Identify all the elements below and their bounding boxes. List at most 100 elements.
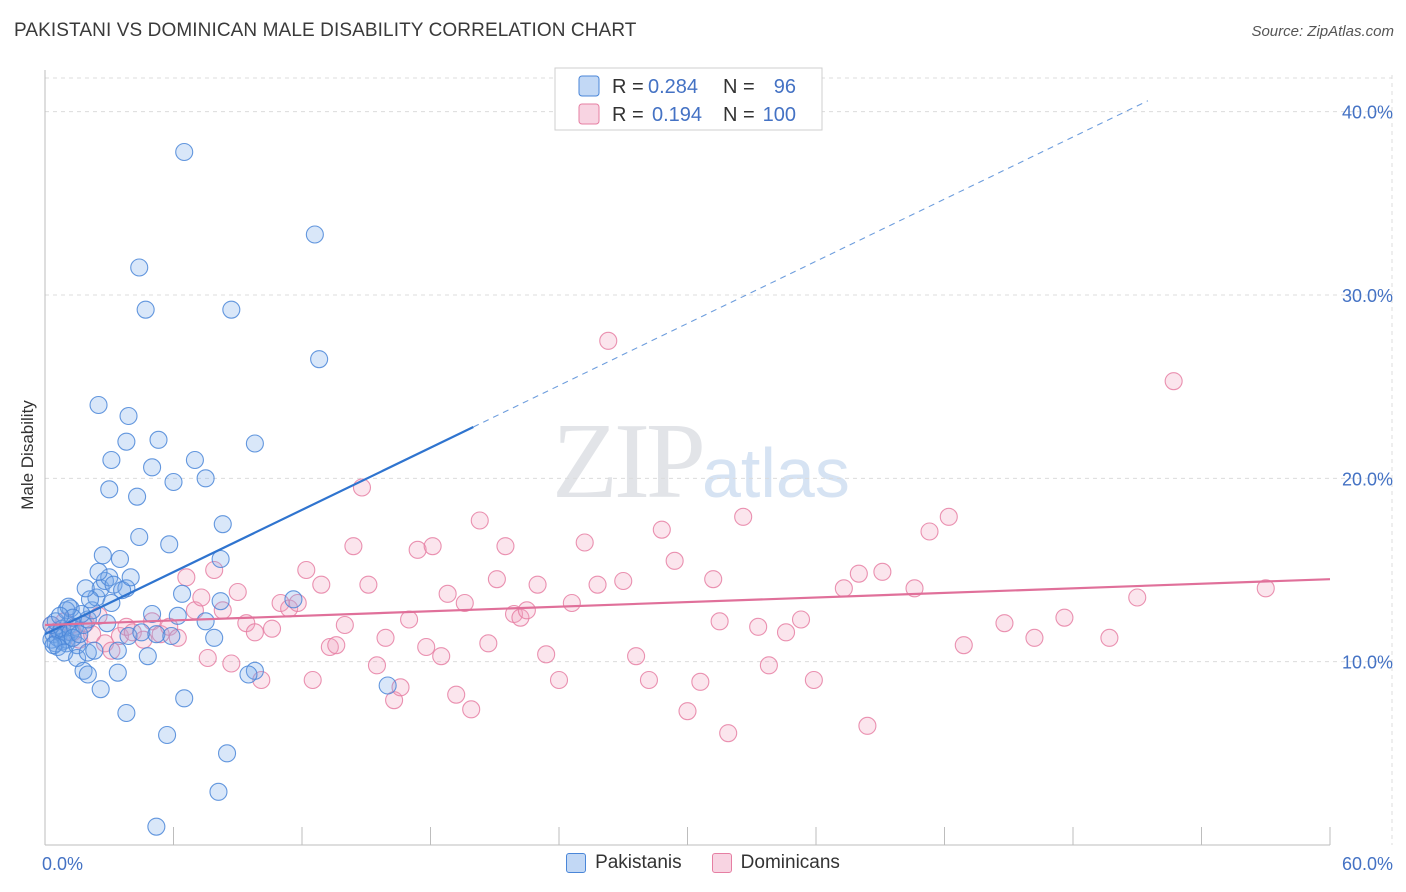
dominican-point-42 [367,656,387,675]
dominican-point-46 [400,610,419,629]
pakistani-point-42 [78,643,97,662]
dominican-point-62 [528,575,547,594]
dominican-point-71 [639,670,659,690]
pakistani-point-69 [160,535,179,554]
legend-box [554,67,823,131]
legend-n-label-0: N = [723,76,755,98]
pakistani-point-20 [70,625,89,644]
legend-n-value-1: 100 [763,104,796,126]
pakistani-point-66 [211,592,230,611]
dominican-point-22 [205,560,224,580]
dominican-point-86 [849,564,868,583]
dominican-point-97 [1128,588,1147,607]
dominican-point-18 [177,568,196,587]
dominican-point-67 [588,575,607,594]
dominican-point-47 [408,540,427,559]
pakistani-point-92 [162,626,181,646]
legend-n-label-1: N = [723,104,755,126]
dominican-point-24 [222,654,241,673]
dominicans-label: Dominicans [740,852,840,873]
pakistanis-label: Pakistanis [595,852,682,873]
dominican-point-27 [245,623,264,642]
pakistani-point-75 [196,469,215,488]
dominican-point-93 [995,614,1014,633]
pakistani-point-57 [117,703,136,723]
pakistani-point-85 [136,300,155,319]
gridlines [45,75,1393,845]
dominican-point-96 [1100,628,1119,647]
stats-legend: R = 0.284 N = 96 R = 0.194 N = 100 [554,67,823,131]
dominican-point-66 [575,533,594,552]
dominican-point-73 [665,551,684,570]
dominican-point-77 [710,612,729,631]
pakistani-point-31 [89,562,108,581]
legend-r-label-0: R = [612,76,644,98]
legend-swatch-pakistanis [578,75,600,97]
legend-r-value-1: 0.194 [652,104,702,126]
dominican-point-92 [954,636,973,655]
dominicans-swatch [711,853,732,873]
pakistani-point-39 [80,590,100,609]
pakistani-point-60 [217,744,237,763]
dominican-point-87 [858,716,877,735]
pakistanis-trend-line [44,426,474,636]
series-legend: Pakistanis Dominicans [0,852,1406,874]
dominican-point-63 [537,645,556,664]
pakistani-point-62 [147,817,166,836]
dominican-point-20 [192,588,211,607]
pakistani-point-79 [149,430,168,449]
dominican-point-21 [198,648,217,668]
dominican-point-29 [262,619,282,638]
watermark-zip: ZIP [552,402,706,521]
dominican-point-60 [511,608,530,627]
pakistani-point-68 [211,549,230,569]
dominican-point-91 [939,507,958,526]
pakistani-point-44 [108,641,127,660]
legend-r-value-0: 0.284 [648,76,698,98]
pakistani-point-33 [110,549,130,569]
legend-swatch-dominicans [578,103,600,125]
dominican-point-90 [920,522,939,541]
pakistani-point-86 [222,300,241,319]
dominican-point-56 [479,634,498,653]
dominican-point-79 [734,507,753,526]
dominican-point-85 [834,579,853,598]
pakistani-point-87 [130,258,149,277]
pakistani-point-67 [284,590,303,609]
dominican-point-36 [320,637,339,657]
pakistani-point-84 [310,350,329,369]
chart-title: PAKISTANI VS DOMINICAN MALE DISABILITY C… [14,20,637,41]
dominican-point-74 [678,702,697,721]
legend-item-pakistanis[interactable]: Pakistanis [566,852,682,874]
pakistani-point-56 [91,680,110,699]
dominican-point-70 [627,647,646,666]
pakistani-point-58 [175,689,194,708]
pakistani-point-72 [164,472,183,492]
dominican-point-68 [599,331,618,350]
y-tick-label-3: 40.0% [1342,103,1393,123]
x-tick-label-0: 0.0% [42,854,83,874]
pakistani-point-70 [130,527,149,547]
legend-item-dominicans[interactable]: Dominicans [711,852,840,874]
pakistani-point-46 [132,623,151,642]
dominican-point-55 [470,511,489,530]
dominican-point-81 [759,656,778,675]
pakistani-point-91 [205,628,224,647]
dominican-point-43 [376,628,395,647]
pakistani-point-61 [209,782,228,801]
dominican-point-61 [517,601,536,620]
pakistani-point-77 [102,450,121,470]
dominican-point-88 [873,562,892,581]
pakistani-point-59 [158,725,177,745]
y-tick-label-2: 30.0% [1342,286,1393,306]
legend-r-label-1: R = [612,104,644,126]
dominican-point-65 [562,593,581,613]
dominicans-trend-line [44,578,1331,627]
dominican-point-76 [704,570,723,589]
pakistani-point-48 [168,606,187,625]
pakistani-point-81 [245,434,264,453]
dominican-point-35 [312,575,331,594]
dominican-point-72 [652,520,671,539]
dominican-point-84 [804,670,823,690]
